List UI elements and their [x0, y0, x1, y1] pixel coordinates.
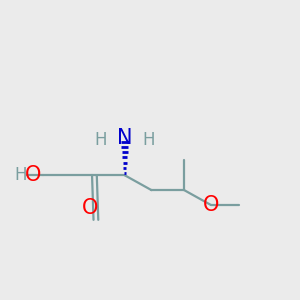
Text: O: O [25, 165, 41, 185]
Text: H: H [142, 131, 155, 149]
Text: N: N [117, 128, 133, 148]
Text: H: H [95, 131, 107, 149]
Text: O: O [203, 195, 219, 215]
Text: O: O [82, 198, 99, 218]
Text: H: H [14, 166, 27, 184]
